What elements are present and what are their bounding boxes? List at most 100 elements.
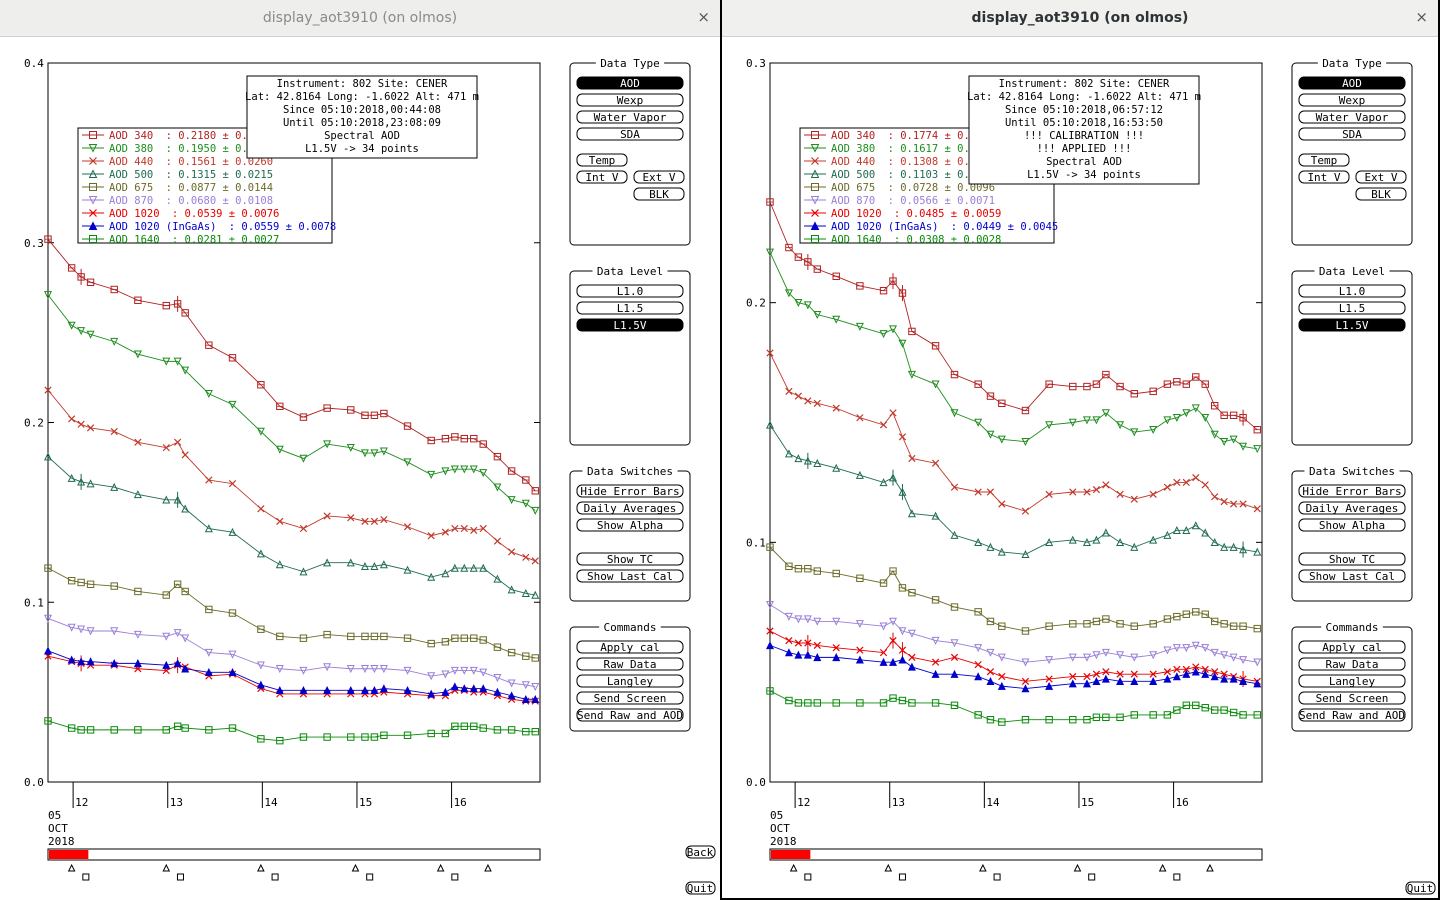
data-type-button[interactable]: BLK bbox=[633, 187, 685, 201]
title-bar[interactable]: display_aot3910 (on olmos) × bbox=[722, 0, 1438, 37]
command-button[interactable]: Send Raw and AOD bbox=[1298, 708, 1406, 722]
quit-button[interactable]: Quit bbox=[685, 881, 716, 895]
data-type-button[interactable]: SDA bbox=[576, 127, 684, 141]
data-type-button[interactable]: Int V bbox=[576, 170, 628, 184]
button-label[interactable]: Back bbox=[687, 846, 714, 859]
button-frame[interactable] bbox=[1298, 691, 1406, 705]
button-frame[interactable] bbox=[576, 484, 684, 498]
button-label[interactable]: Water Vapor bbox=[594, 111, 667, 124]
button-label[interactable]: AOD bbox=[620, 77, 640, 90]
time-scroll-bar[interactable] bbox=[769, 848, 1263, 861]
button-label[interactable]: Temp bbox=[1311, 154, 1338, 167]
data-switch-button[interactable]: Show TC bbox=[576, 552, 684, 566]
button-label[interactable]: Send Screen bbox=[1316, 692, 1389, 705]
button-frame[interactable] bbox=[576, 569, 684, 583]
button-frame[interactable] bbox=[576, 691, 684, 705]
button-frame[interactable] bbox=[633, 187, 685, 201]
button-frame[interactable] bbox=[1355, 170, 1407, 184]
data-type-button[interactable]: Wexp bbox=[576, 93, 684, 107]
data-switch-button[interactable]: Show TC bbox=[1298, 552, 1406, 566]
data-switch-button[interactable]: Show Alpha bbox=[576, 518, 684, 532]
button-frame[interactable] bbox=[1298, 153, 1350, 167]
button-frame[interactable] bbox=[576, 552, 684, 566]
data-type-button[interactable]: Water Vapor bbox=[1298, 110, 1406, 124]
time-scroll-bar[interactable] bbox=[47, 848, 541, 861]
button-label[interactable]: L1.0 bbox=[1339, 285, 1366, 298]
data-switch-button[interactable]: Hide Error Bars bbox=[576, 484, 684, 498]
button-frame[interactable] bbox=[1298, 93, 1406, 107]
button-label[interactable]: Int V bbox=[585, 171, 618, 184]
button-label[interactable]: Raw Data bbox=[1326, 658, 1379, 671]
time-scroll-thumb[interactable] bbox=[771, 850, 811, 859]
command-button[interactable]: Send Screen bbox=[1298, 691, 1406, 705]
button-label[interactable]: L1.5V bbox=[1335, 319, 1368, 332]
data-type-button[interactable]: AOD bbox=[576, 76, 684, 90]
button-label[interactable]: Daily Averages bbox=[584, 502, 677, 515]
back-button[interactable]: Back bbox=[685, 845, 716, 859]
button-label[interactable]: L1.5 bbox=[1339, 302, 1366, 315]
data-switch-button[interactable]: Show Last Cal bbox=[1298, 569, 1406, 583]
quit-button[interactable]: Quit bbox=[1405, 881, 1436, 895]
button-label[interactable]: BLK bbox=[649, 188, 669, 201]
button-label[interactable]: Show Alpha bbox=[1319, 519, 1385, 532]
data-switch-button[interactable]: Daily Averages bbox=[576, 501, 684, 515]
button-frame[interactable] bbox=[1298, 127, 1406, 141]
command-button[interactable]: Send Raw and AOD bbox=[576, 708, 684, 722]
button-frame[interactable] bbox=[1298, 110, 1406, 124]
button-label[interactable]: Quit bbox=[687, 882, 714, 895]
button-frame[interactable] bbox=[1298, 318, 1406, 332]
button-frame[interactable] bbox=[576, 76, 684, 90]
button-frame[interactable] bbox=[576, 674, 684, 688]
button-label[interactable]: Ext V bbox=[642, 171, 675, 184]
button-label[interactable]: Show Alpha bbox=[597, 519, 663, 532]
button-frame[interactable] bbox=[1298, 284, 1406, 298]
button-label[interactable]: Send Raw and AOD bbox=[577, 709, 683, 722]
button-label[interactable]: Langley bbox=[1329, 675, 1376, 688]
data-switch-button[interactable]: Daily Averages bbox=[1298, 501, 1406, 515]
button-frame[interactable] bbox=[576, 657, 684, 671]
button-label[interactable]: Show Last Cal bbox=[587, 570, 673, 583]
data-type-button[interactable]: BLK bbox=[1355, 187, 1407, 201]
command-button[interactable]: Apply cal bbox=[1298, 640, 1406, 654]
button-frame[interactable] bbox=[1298, 301, 1406, 315]
button-label[interactable]: L1.0 bbox=[617, 285, 644, 298]
button-frame[interactable] bbox=[1298, 708, 1406, 722]
data-level-button[interactable]: L1.5 bbox=[1298, 301, 1406, 315]
button-frame[interactable] bbox=[1405, 881, 1436, 895]
data-type-button[interactable]: AOD bbox=[1298, 76, 1406, 90]
data-level-button[interactable]: L1.0 bbox=[1298, 284, 1406, 298]
button-frame[interactable] bbox=[1298, 569, 1406, 583]
data-level-button[interactable]: L1.5 bbox=[576, 301, 684, 315]
button-frame[interactable] bbox=[1298, 170, 1350, 184]
command-button[interactable]: Raw Data bbox=[1298, 657, 1406, 671]
button-label[interactable]: Hide Error Bars bbox=[580, 485, 679, 498]
button-frame[interactable] bbox=[1298, 76, 1406, 90]
data-switch-button[interactable]: Hide Error Bars bbox=[1298, 484, 1406, 498]
button-frame[interactable] bbox=[576, 110, 684, 124]
command-button[interactable]: Raw Data bbox=[576, 657, 684, 671]
button-label[interactable]: Apply cal bbox=[600, 641, 660, 654]
data-switch-button[interactable]: Show Last Cal bbox=[576, 569, 684, 583]
button-label[interactable]: Hide Error Bars bbox=[1302, 485, 1401, 498]
button-frame[interactable] bbox=[576, 301, 684, 315]
button-label[interactable]: L1.5V bbox=[613, 319, 646, 332]
command-button[interactable]: Send Screen bbox=[576, 691, 684, 705]
data-type-button[interactable]: Ext V bbox=[633, 170, 685, 184]
button-frame[interactable] bbox=[1298, 657, 1406, 671]
button-frame[interactable] bbox=[1355, 187, 1407, 201]
button-frame[interactable] bbox=[576, 93, 684, 107]
data-level-button[interactable]: L1.5V bbox=[576, 318, 684, 332]
button-frame[interactable] bbox=[576, 518, 684, 532]
button-frame[interactable] bbox=[633, 170, 685, 184]
button-label[interactable]: Daily Averages bbox=[1306, 502, 1399, 515]
button-frame[interactable] bbox=[576, 153, 628, 167]
button-label[interactable]: Int V bbox=[1307, 171, 1340, 184]
data-type-button[interactable]: Water Vapor bbox=[576, 110, 684, 124]
button-frame[interactable] bbox=[1298, 501, 1406, 515]
button-label[interactable]: Send Screen bbox=[594, 692, 667, 705]
button-label[interactable]: Water Vapor bbox=[1316, 111, 1389, 124]
data-type-button[interactable]: Temp bbox=[576, 153, 628, 167]
data-type-button[interactable]: Ext V bbox=[1355, 170, 1407, 184]
button-frame[interactable] bbox=[576, 318, 684, 332]
button-frame[interactable] bbox=[576, 127, 684, 141]
